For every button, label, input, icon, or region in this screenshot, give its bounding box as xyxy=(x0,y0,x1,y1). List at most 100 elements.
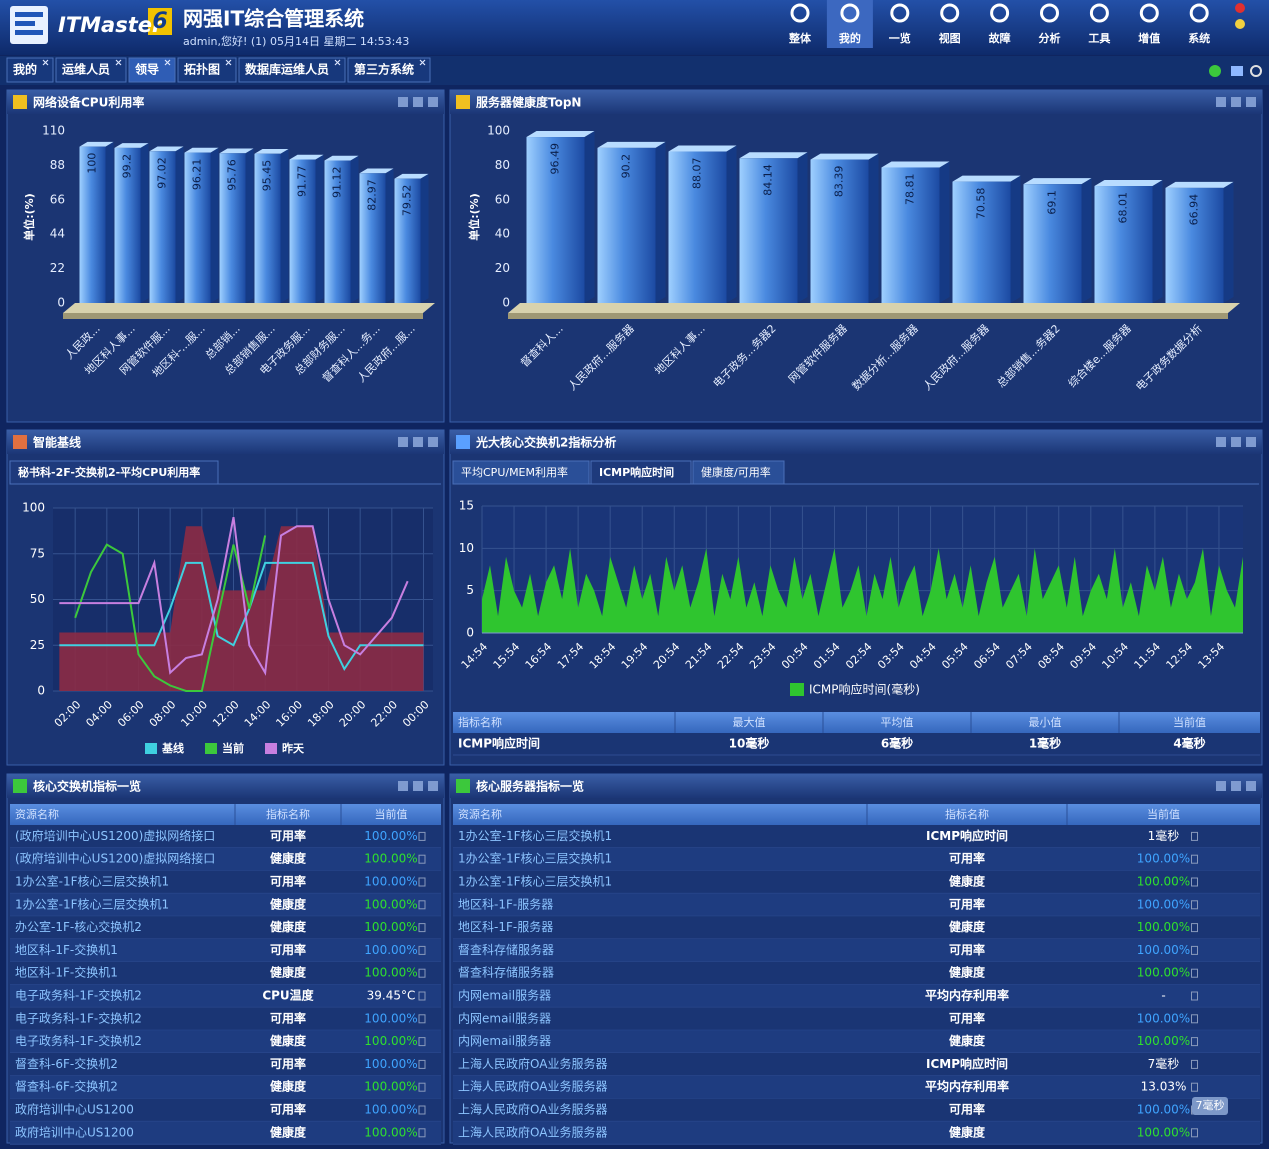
tooltip-box xyxy=(1192,1097,1228,1115)
column-header[interactable]: 指标名称 xyxy=(458,715,502,729)
table-cell: 7毫秒 xyxy=(1148,1056,1180,1071)
table-row xyxy=(10,916,441,939)
tab[interactable] xyxy=(55,57,127,83)
nav-item[interactable]: 工具 xyxy=(1088,32,1110,45)
table-row xyxy=(10,939,441,962)
nav-item[interactable]: 分析 xyxy=(1039,31,1061,45)
table-cell: 健康度 xyxy=(949,1124,986,1139)
table-row xyxy=(10,1030,441,1053)
panel-button[interactable] xyxy=(413,97,423,107)
tab[interactable] xyxy=(177,57,237,83)
bar-top xyxy=(394,173,429,179)
table-row xyxy=(453,870,1260,894)
bar xyxy=(668,151,727,303)
table-cell: (政府培训中心US1200)虚拟网络接口 xyxy=(15,851,215,866)
bar-top xyxy=(739,152,808,159)
panel-button[interactable] xyxy=(1246,781,1256,791)
column-header[interactable]: 指标名称 xyxy=(266,807,310,821)
y-tick-label: 80 xyxy=(495,158,510,172)
panel-button[interactable] xyxy=(413,437,423,447)
column-header[interactable]: 资源名称 xyxy=(458,807,502,821)
column-header[interactable]: 最小值 xyxy=(1029,716,1062,729)
table-row xyxy=(453,847,1260,871)
y-tick-label: 5 xyxy=(466,583,474,597)
table-cell: ICMP响应时间 xyxy=(926,828,1008,843)
table-cell: 地区科-1F-交换机1 xyxy=(15,965,118,980)
bar-side xyxy=(245,148,254,303)
nav-item[interactable]: 整体 xyxy=(788,31,812,45)
bar xyxy=(184,152,211,303)
trend-icon xyxy=(418,1128,426,1138)
bar-value-label: 91.12 xyxy=(331,167,344,199)
table-cell: 健康度 xyxy=(270,1124,307,1139)
y-tick-label: 44 xyxy=(50,227,65,241)
bar-top xyxy=(1165,181,1234,188)
table-cell: 100.00% xyxy=(1137,1034,1190,1048)
nav-icon xyxy=(1040,3,1059,23)
table-cell: 1办公室-1F核心三层交换机1 xyxy=(15,896,169,911)
panel-title-bar xyxy=(7,774,444,798)
bar-value-label: 100 xyxy=(86,153,99,174)
panel-button[interactable] xyxy=(1216,781,1226,791)
tab[interactable] xyxy=(238,57,346,83)
column-header[interactable]: 当前值 xyxy=(375,807,408,821)
bar-side xyxy=(1081,178,1092,303)
panel-button[interactable] xyxy=(398,781,408,791)
panel-button[interactable] xyxy=(428,437,438,447)
tab[interactable] xyxy=(347,57,431,83)
bar-value-label: 78.81 xyxy=(904,173,917,205)
table-row xyxy=(453,1098,1260,1122)
nav-item[interactable]: 我的 xyxy=(839,31,861,45)
panel-button[interactable] xyxy=(1246,437,1256,447)
column-header[interactable]: 当前值 xyxy=(1173,715,1206,729)
table-cell: 健康度 xyxy=(949,919,986,934)
panel-button[interactable] xyxy=(1216,97,1226,107)
column-header[interactable]: 资源名称 xyxy=(15,807,59,821)
y-tick-label: 0 xyxy=(57,296,65,310)
column-header[interactable]: 平均值 xyxy=(881,716,914,729)
panel-button[interactable] xyxy=(1231,781,1241,791)
nav-item[interactable]: 视图 xyxy=(939,31,961,45)
panel-button[interactable] xyxy=(1246,97,1256,107)
panel-title-bar xyxy=(7,430,444,454)
panel-button[interactable] xyxy=(428,97,438,107)
column-header[interactable]: 最大值 xyxy=(733,715,766,729)
bar-value-label: 66.94 xyxy=(1188,194,1201,226)
trend-icon xyxy=(1191,945,1198,955)
table-cell: 100.00% xyxy=(364,897,417,911)
tab-close xyxy=(225,59,232,66)
panel-button[interactable] xyxy=(1231,437,1241,447)
panel-title: 核心交换机指标一览 xyxy=(33,779,141,794)
table-cell: 督查科-6F-交换机2 xyxy=(15,1056,118,1071)
panel-button[interactable] xyxy=(413,781,423,791)
bar-side xyxy=(315,154,324,303)
panel-button[interactable] xyxy=(398,437,408,447)
table-cell: 1办公室-1F核心三层交换机1 xyxy=(458,851,612,866)
panel-button[interactable] xyxy=(428,781,438,791)
nav-item[interactable]: 增值 xyxy=(1138,31,1160,45)
y-tick-label: 66 xyxy=(50,192,65,206)
bar xyxy=(79,146,106,303)
table-cell: 100.00% xyxy=(1137,1011,1190,1025)
nav-item[interactable]: 故障 xyxy=(989,31,1011,45)
trend-icon xyxy=(418,945,426,955)
table-row xyxy=(10,961,441,985)
panel-button[interactable] xyxy=(1216,437,1226,447)
tab-label: 拓扑图 xyxy=(184,62,220,77)
nav-item[interactable]: 系统 xyxy=(1188,31,1210,45)
toolbar-icons xyxy=(1209,3,1262,77)
column-header[interactable]: 当前值 xyxy=(1147,807,1180,821)
trend-icon xyxy=(1191,900,1198,910)
panel-button[interactable] xyxy=(398,97,408,107)
bar-side xyxy=(868,153,879,303)
panel-button[interactable] xyxy=(1231,97,1241,107)
table-cell: 电子政务科-1F-交换机2 xyxy=(15,1033,142,1048)
baseline-band xyxy=(59,526,424,691)
table-cell: 平均内存利用率 xyxy=(925,1079,1009,1094)
panel-icon xyxy=(13,95,27,109)
bar-side xyxy=(210,147,219,303)
table-cell: 100.00% xyxy=(364,875,417,889)
legend-label: 当前 xyxy=(222,741,244,755)
nav-item[interactable]: 一览 xyxy=(889,31,911,45)
column-header[interactable]: 指标名称 xyxy=(945,807,989,821)
